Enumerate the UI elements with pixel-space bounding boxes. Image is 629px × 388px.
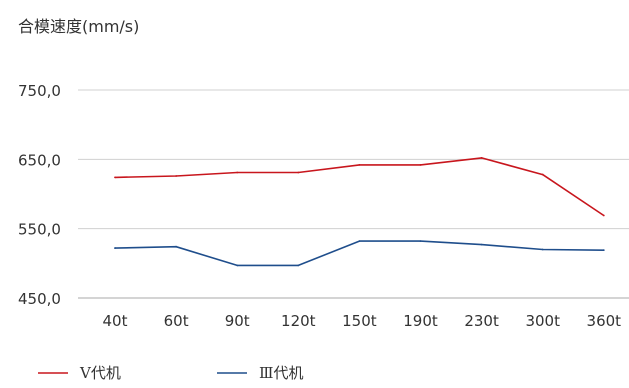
x-tick-label: 150t [342, 312, 377, 330]
x-tick-label: 300t [525, 312, 560, 330]
x-tick-label: 120t [281, 312, 316, 330]
data-point [541, 173, 544, 176]
x-tick-labels: 40t 60t 90t 120t 150t 190t 230t 300t 360t [103, 312, 622, 330]
legend: V代机 Ⅲ代机 [38, 364, 303, 382]
data-point [541, 248, 544, 251]
series-line-2 [114, 240, 604, 267]
y-tick-label: 750,0 [18, 82, 61, 100]
data-point [480, 243, 483, 246]
data-point [114, 247, 116, 249]
legend-label: V代机 [79, 364, 121, 382]
y-tick-label: 550,0 [18, 221, 61, 239]
data-point [236, 171, 239, 174]
x-tick-label: 90t [225, 312, 250, 330]
series-line-1 [114, 157, 605, 217]
data-point [480, 157, 483, 159]
y-tick-labels: 750,0 650,0 550,0 450,0 [18, 82, 61, 308]
series-lines [114, 157, 605, 267]
gridlines [78, 89, 629, 299]
data-point [602, 249, 605, 252]
data-point [419, 240, 422, 243]
data-point [114, 176, 116, 179]
y-tick-label: 650,0 [18, 151, 61, 169]
data-point [236, 264, 239, 267]
data-point [175, 245, 178, 248]
data-point [358, 240, 361, 243]
data-point [175, 175, 178, 177]
x-tick-label: 360t [587, 312, 622, 330]
data-point [419, 163, 422, 166]
x-tick-label: 230t [464, 312, 499, 330]
legend-label: Ⅲ代机 [259, 364, 303, 382]
x-tick-label: 40t [103, 312, 128, 330]
y-tick-label: 450,0 [18, 290, 61, 308]
data-point [602, 214, 605, 217]
x-tick-label: 60t [164, 312, 189, 330]
y-axis-title: 合模速度(mm/s) [18, 17, 139, 36]
data-point [358, 163, 361, 166]
x-tick-label: 190t [403, 312, 438, 330]
data-point [297, 264, 300, 267]
data-point [297, 171, 300, 174]
